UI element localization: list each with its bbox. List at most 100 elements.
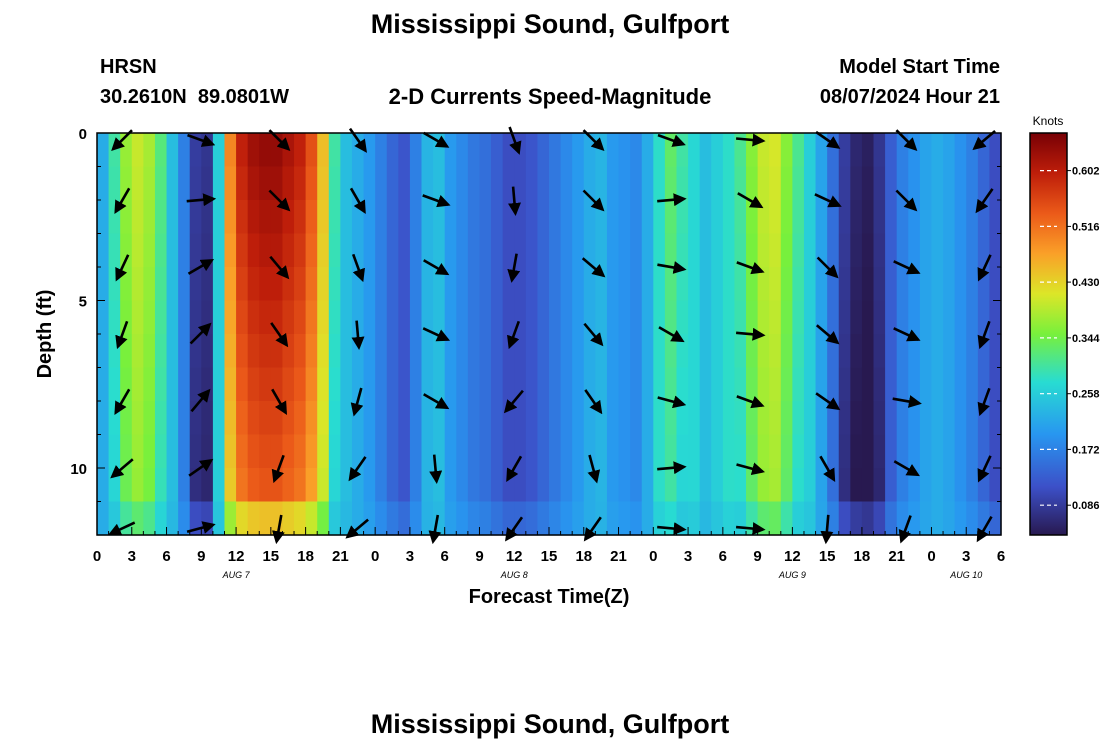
heatmap-cell	[653, 468, 666, 503]
heatmap-cell	[166, 501, 179, 536]
heatmap-cell	[815, 501, 828, 536]
heatmap-cell	[398, 501, 411, 536]
heatmap-cell	[977, 233, 991, 268]
heatmap-cell	[641, 200, 654, 235]
heatmap-cell	[943, 166, 956, 201]
current-arrow	[114, 388, 131, 415]
heatmap-cell	[653, 401, 666, 436]
heatmap-cell	[630, 166, 643, 201]
heatmap-cell	[294, 468, 307, 503]
heatmap-cell	[375, 401, 388, 436]
heatmap-cell	[722, 200, 736, 235]
heatmap-cell	[131, 434, 144, 469]
heatmap-cell	[97, 401, 110, 436]
heatmap-cell	[224, 401, 237, 436]
heatmap-cell	[351, 166, 365, 201]
current-arrow	[271, 388, 287, 415]
x-tick-label: 15	[541, 548, 558, 565]
heatmap-cell	[270, 200, 284, 235]
heatmap-cell	[977, 367, 991, 402]
heatmap-cell	[699, 434, 712, 469]
heatmap-cell	[630, 434, 643, 469]
heatmap-cell	[699, 501, 712, 536]
heatmap-cell	[317, 434, 330, 469]
heatmap-cell	[549, 166, 562, 201]
heatmap-cell	[583, 501, 596, 536]
current-arrow	[735, 522, 766, 536]
heatmap-cell	[595, 133, 608, 168]
heatmap-cell	[838, 200, 851, 235]
heatmap-cell	[409, 434, 423, 469]
heatmap-cell	[143, 267, 156, 302]
heatmap-cell	[467, 166, 481, 201]
heatmap-cell	[433, 233, 446, 268]
heatmap-cell	[896, 267, 909, 302]
heatmap-cell	[525, 166, 539, 201]
heatmap-cell	[97, 501, 110, 536]
heatmap-cell	[630, 367, 643, 402]
heatmap-cell	[641, 468, 654, 503]
heatmap-cell	[433, 401, 446, 436]
colorbar-scale	[1029, 132, 1068, 536]
heatmap-cell	[711, 133, 724, 168]
heatmap-cell	[502, 501, 515, 536]
heatmap-cell	[247, 166, 260, 201]
heatmap-cell	[491, 233, 504, 268]
heatmap-cell	[722, 233, 736, 268]
heatmap-cell	[873, 233, 886, 268]
heatmap-cell	[305, 233, 318, 268]
heatmap-cell	[131, 501, 144, 536]
heatmap-cell	[699, 166, 712, 201]
heatmap-cell	[328, 334, 341, 369]
heatmap-cell	[444, 133, 457, 168]
heatmap-cell	[560, 434, 573, 469]
heatmap-cell	[351, 401, 365, 436]
current-arrow	[423, 393, 450, 410]
heatmap-cell	[560, 200, 573, 235]
heatmap-cell	[120, 468, 133, 503]
heatmap-cell	[792, 200, 805, 235]
heatmap-cell	[189, 166, 202, 201]
heatmap-cell	[259, 200, 272, 235]
heatmap-cell	[317, 233, 330, 268]
heatmap-cell	[803, 133, 817, 168]
heatmap-cell	[479, 233, 492, 268]
heatmap-cell	[294, 267, 307, 302]
heatmap-cell	[467, 300, 481, 335]
heatmap-cell	[769, 267, 782, 302]
heatmap-cell	[491, 166, 504, 201]
heatmap-cell	[549, 401, 562, 436]
current-arrow	[503, 389, 524, 414]
current-arrow	[735, 133, 766, 147]
heatmap-cell	[688, 501, 701, 536]
heatmap-cell	[479, 367, 492, 402]
heatmap-cell	[340, 267, 353, 302]
heatmap-cell	[514, 367, 527, 402]
colorbar-tick-label: 0.430	[1072, 277, 1100, 289]
heatmap-cell	[861, 133, 875, 168]
heatmap-cell	[525, 233, 539, 268]
heatmap-cell	[908, 267, 921, 302]
heatmap-cell	[722, 401, 736, 436]
heatmap-cell	[560, 401, 573, 436]
heatmap-cell	[317, 200, 330, 235]
heatmap-cell	[154, 300, 168, 335]
x-tick-label: 18	[854, 548, 871, 565]
heatmap-cell	[537, 334, 550, 369]
heatmap-cell	[236, 267, 249, 302]
heatmap-cell	[305, 133, 318, 168]
heatmap-cell	[305, 334, 318, 369]
heatmap-cell	[850, 334, 863, 369]
heatmap-cell	[919, 133, 933, 168]
heatmap-cell	[641, 133, 654, 168]
heatmap-cell	[954, 367, 967, 402]
current-arrow	[508, 126, 522, 155]
heatmap-cell	[560, 133, 573, 168]
heatmap-cell	[722, 501, 736, 536]
heatmap-cell	[572, 334, 585, 369]
heatmap-cell	[792, 401, 805, 436]
heatmap-cell	[386, 300, 399, 335]
heatmap-cell	[838, 334, 851, 369]
heatmap-cell	[572, 468, 585, 503]
heatmap-cell	[699, 133, 712, 168]
